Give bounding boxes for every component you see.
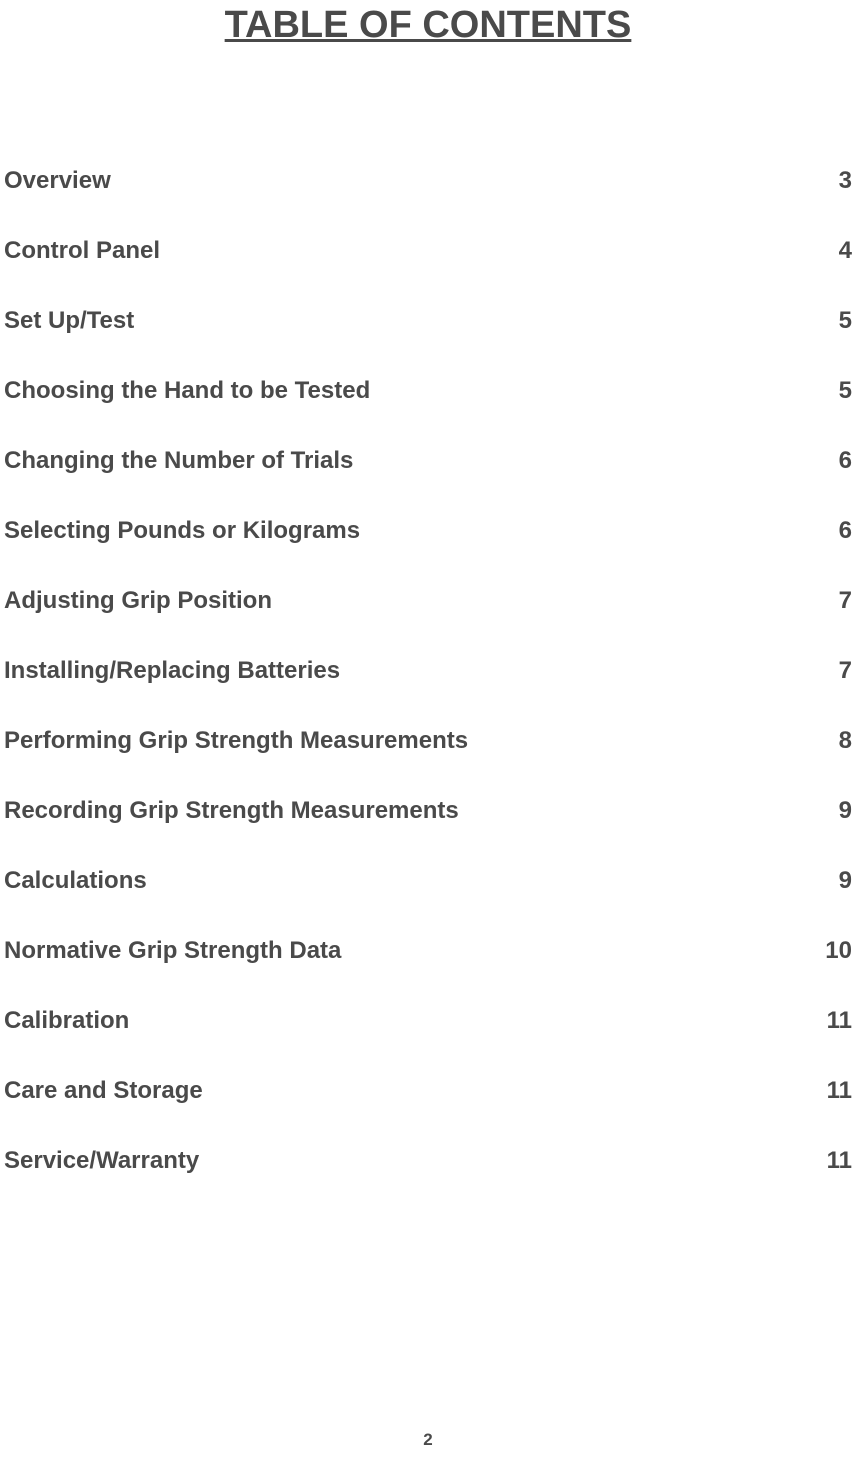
toc-page: 9 [812, 797, 852, 825]
toc-entry: Recording Grip Strength Measurements 9 [4, 797, 852, 825]
toc-page: 8 [812, 727, 852, 755]
toc-label: Recording Grip Strength Measurements [4, 797, 812, 825]
toc-page: 6 [812, 447, 852, 475]
toc-entry: Care and Storage 11 [4, 1077, 852, 1105]
toc-entry: Changing the Number of Trials 6 [4, 447, 852, 475]
toc-entry: Choosing the Hand to be Tested 5 [4, 377, 852, 405]
toc-label: Selecting Pounds or Kilograms [4, 517, 812, 545]
toc-entry: Service/Warranty 11 [4, 1147, 852, 1175]
toc-label: Choosing the Hand to be Tested [4, 377, 812, 405]
toc-entry: Performing Grip Strength Measurements 8 [4, 727, 852, 755]
toc-list: Overview 3 Control Panel 4 Set Up/Test 5… [0, 167, 856, 1175]
toc-label: Set Up/Test [4, 307, 812, 335]
toc-page: 5 [812, 307, 852, 335]
toc-entry: Calculations 9 [4, 867, 852, 895]
toc-page: 4 [812, 237, 852, 265]
toc-page: 6 [812, 517, 852, 545]
toc-entry: Selecting Pounds or Kilograms 6 [4, 517, 852, 545]
toc-entry: Adjusting Grip Position 7 [4, 587, 852, 615]
toc-entry: Set Up/Test 5 [4, 307, 852, 335]
toc-entry: Control Panel 4 [4, 237, 852, 265]
toc-entry: Installing/Replacing Batteries 7 [4, 657, 852, 685]
toc-label: Changing the Number of Trials [4, 447, 812, 475]
toc-page: 7 [812, 657, 852, 685]
toc-label: Normative Grip Strength Data [4, 937, 812, 965]
page-number: 2 [0, 1430, 856, 1450]
toc-label: Performing Grip Strength Measurements [4, 727, 812, 755]
toc-label: Adjusting Grip Position [4, 587, 812, 615]
toc-page: 7 [812, 587, 852, 615]
toc-page: 9 [812, 867, 852, 895]
toc-label: Calibration [4, 1007, 812, 1035]
toc-entry: Normative Grip Strength Data 10 [4, 937, 852, 965]
page-title: TABLE OF CONTENTS [0, 0, 856, 47]
toc-page: 11 [812, 1007, 852, 1035]
toc-page: 11 [812, 1147, 852, 1175]
toc-page: 11 [812, 1077, 852, 1105]
toc-label: Overview [4, 167, 812, 195]
toc-entry: Calibration 11 [4, 1007, 852, 1035]
toc-page: 3 [812, 167, 852, 195]
toc-label: Installing/Replacing Batteries [4, 657, 812, 685]
toc-page: 10 [812, 937, 852, 965]
toc-label: Service/Warranty [4, 1147, 812, 1175]
toc-label: Calculations [4, 867, 812, 895]
toc-label: Care and Storage [4, 1077, 812, 1105]
toc-page: 5 [812, 377, 852, 405]
toc-entry: Overview 3 [4, 167, 852, 195]
toc-label: Control Panel [4, 237, 812, 265]
